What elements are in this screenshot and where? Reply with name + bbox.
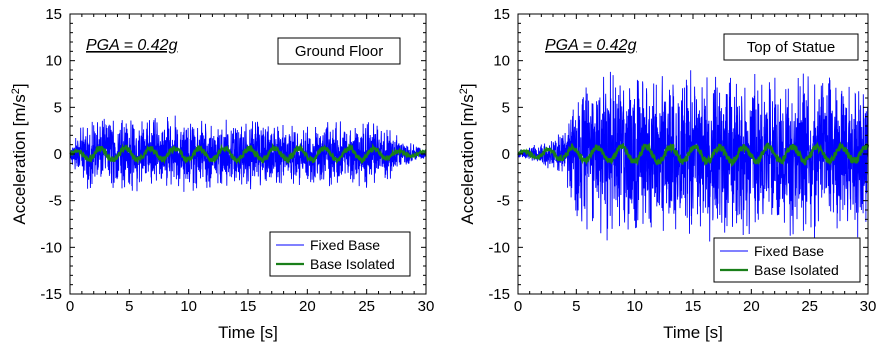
y-tick-label: 15	[493, 6, 510, 23]
x-tick-label: 30	[418, 298, 435, 315]
series-line-base-isolated	[517, 141, 869, 168]
series-line-base-isolated	[69, 142, 427, 165]
x-tick-label: 20	[743, 298, 760, 315]
x-tick-label: 25	[801, 298, 818, 315]
y-axis-label: Acceleration [m/s2]	[458, 83, 477, 224]
x-tick-label: 5	[125, 298, 133, 315]
legend: Fixed Base Base Isolated	[269, 231, 411, 277]
legend-entry: Base Isolated	[754, 262, 839, 278]
x-tick-label: 15	[685, 298, 702, 315]
legend-entry: Base Isolated	[310, 256, 395, 272]
title-box	[277, 37, 401, 65]
y-tick-label: 15	[45, 6, 62, 23]
chart-title: Top of Statue	[747, 39, 835, 56]
x-axis-label: Time [s]	[218, 323, 278, 342]
x-axis-label: Time [s]	[663, 323, 723, 342]
y-tick-label: 10	[45, 53, 62, 70]
x-tick-label: 10	[180, 298, 197, 315]
legend-entry: Fixed Base	[754, 243, 824, 259]
y-tick-label: -15	[488, 286, 510, 303]
x-tick-label: 15	[240, 298, 257, 315]
pga-annotation: PGA = 0.42g	[86, 37, 178, 54]
y-tick-label: 0	[54, 146, 62, 163]
legend-entry: Fixed Base	[310, 237, 380, 253]
x-tick-label: 30	[860, 298, 877, 315]
y-tick-label: 10	[493, 53, 510, 70]
y-tick-label: -5	[497, 193, 510, 210]
legend-box	[713, 237, 861, 283]
legend-box	[269, 231, 411, 277]
x-tick-label: 20	[299, 298, 316, 315]
legend: Fixed Base Base Isolated	[713, 237, 861, 283]
series-line-fixed-base	[69, 115, 427, 192]
x-tick-label: 0	[514, 298, 522, 315]
y-tick-label: -10	[40, 239, 62, 256]
series-line-fixed-base	[517, 70, 869, 242]
y-tick-label: 5	[54, 99, 62, 116]
y-axis-label: Acceleration [m/s2]	[10, 83, 29, 224]
y-tick-label: 0	[502, 146, 510, 163]
x-tick-label: 5	[572, 298, 580, 315]
y-tick-label: -15	[40, 286, 62, 303]
y-tick-label: -10	[488, 239, 510, 256]
y-tick-label: -5	[49, 193, 62, 210]
x-tick-label: 25	[358, 298, 375, 315]
y-tick-label: 5	[502, 99, 510, 116]
chart-title: Ground Floor	[295, 43, 383, 60]
pga-annotation: PGA = 0.42g	[545, 37, 637, 54]
x-tick-label: 0	[66, 298, 74, 315]
x-tick-label: 10	[626, 298, 643, 315]
title-box	[723, 33, 859, 61]
